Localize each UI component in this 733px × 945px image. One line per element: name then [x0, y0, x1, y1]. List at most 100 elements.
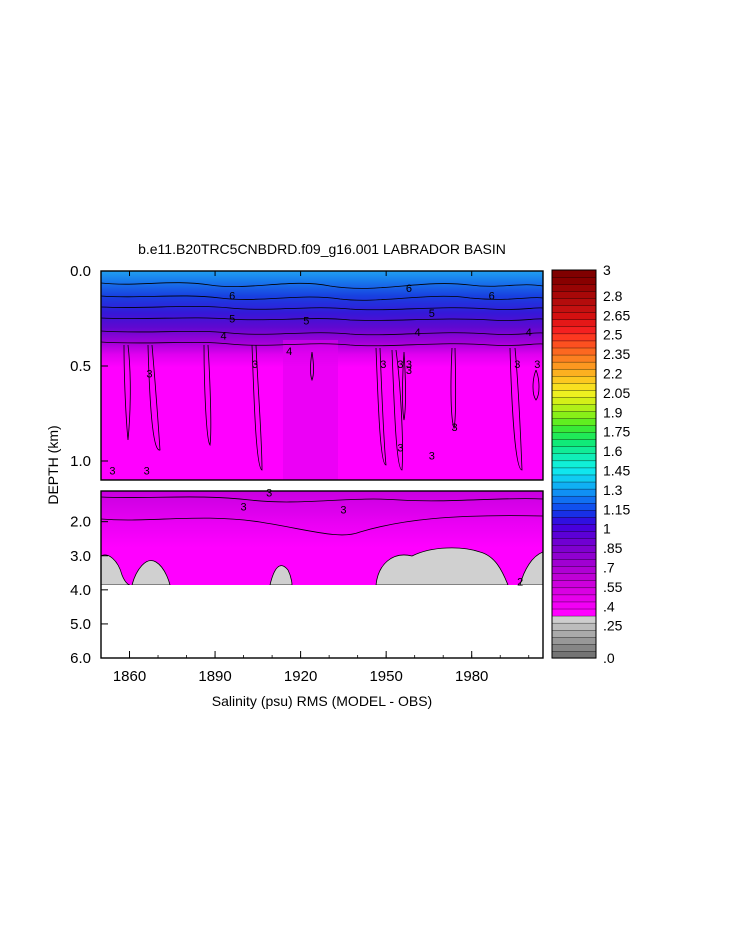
colorbar-cell: [551, 636, 597, 645]
colorbar-cell: [551, 537, 597, 546]
missing-data-region: [131, 560, 171, 585]
contour-label: 5: [429, 308, 435, 320]
colorbar-cell: [551, 530, 597, 539]
colorbar-cell: [551, 312, 597, 320]
colorbar-cell: [551, 460, 597, 469]
y-axis: 0.0 0.5 1.0 2.0 3.0 4.0 5.0 6.0: [70, 263, 108, 667]
y-tick-label: 1.0: [70, 453, 91, 470]
contour-label: 3: [266, 487, 272, 499]
colorbar-label: 2.05: [603, 385, 630, 401]
contour-label: 3: [406, 359, 412, 371]
y-tick-label: 0.5: [70, 358, 91, 375]
no-data-area: [102, 586, 542, 657]
colorbar-cell: [551, 446, 597, 454]
colorbar-label: 3: [603, 262, 611, 278]
missing-data-region: [519, 551, 543, 585]
colorbar-cell: [551, 622, 597, 631]
colorbar-cell: [551, 643, 597, 652]
y-tick-label: 2.0: [70, 514, 91, 531]
colorbar-cell: [551, 417, 597, 426]
x-axis: 1860 1890 1920 1950 1980: [113, 271, 530, 685]
colorbar-cell: [551, 432, 597, 440]
colorbar-label: 2.65: [603, 307, 630, 323]
upper-panel: [101, 271, 543, 480]
contour-label: 6: [229, 291, 235, 303]
colorbar-cell: [551, 509, 597, 518]
contour-label: 3: [144, 466, 150, 478]
colorbar-cell: [551, 523, 597, 532]
x-axis-label: Salinity (psu) RMS (MODEL - OBS): [212, 693, 432, 709]
colorbar-cell: [551, 425, 597, 433]
x-tick-label: 1950: [369, 668, 402, 685]
colorbar-label: 2.8: [603, 288, 623, 304]
y-tick-label: 6.0: [70, 650, 91, 667]
colorbar-cell: [551, 601, 597, 610]
contour-label: 3: [109, 466, 115, 478]
contour-label: 3: [340, 505, 346, 517]
colorbar-label: 1.6: [603, 443, 623, 459]
colorbar-cell: [551, 298, 597, 306]
colorbar-cell: [551, 439, 597, 447]
colorbar-frame: [551, 269, 597, 659]
colorbar-cell: [551, 340, 597, 349]
colorbar-label: 1.75: [603, 424, 630, 440]
contour-label: 4: [414, 327, 420, 339]
contour-label: 4: [286, 346, 292, 358]
contour-label: 3: [452, 422, 458, 434]
colorbar-cell: [551, 382, 597, 391]
colorbar-cell: [551, 319, 597, 328]
colorbar-label: 1.9: [603, 404, 623, 420]
lower-panel-frame: [100, 490, 544, 659]
colorbar-label: 1.45: [603, 462, 630, 478]
missing-data-region: [269, 565, 293, 585]
contour-label: 3: [534, 359, 540, 371]
colorbar-cell: [551, 580, 597, 589]
colorbar-label: 2.5: [603, 327, 623, 343]
contour-label: 3: [146, 369, 152, 381]
colorbar-cell: [551, 326, 597, 335]
colorbar-label: .55: [603, 579, 623, 595]
colorbar-cell: [551, 276, 597, 285]
contour-label: 3: [429, 450, 435, 462]
colorbar-cell: [551, 361, 597, 370]
contour-label: 4: [526, 327, 532, 339]
colorbar-cell: [551, 467, 597, 476]
colorbar-cell: [551, 403, 597, 412]
colorbar-cell: [551, 488, 597, 497]
x-tick-label: 1890: [198, 668, 231, 685]
contour-label: 3: [397, 359, 403, 371]
colorbar-cell: [551, 269, 597, 278]
contour-label: 3: [397, 443, 403, 455]
colorbar-cell: [551, 615, 597, 624]
colorbar-cell: [551, 283, 597, 292]
colorbar-cell: [551, 481, 597, 490]
colorbar-cell: [551, 552, 597, 560]
y-tick-label: 0.0: [70, 263, 91, 280]
contour-label: 3: [241, 501, 247, 513]
colorbar-cell: [551, 573, 597, 581]
colorbar-cell: [551, 559, 597, 567]
colorbar-labels: 3 2.8 2.65 2.5 2.35 2.2 2.05 1.9 1.75 1.6 1.45 1.3 1…: [603, 262, 630, 666]
colorbar-cell: [551, 516, 597, 525]
contour-label: 4: [221, 331, 227, 343]
colorbar-cell: [551, 587, 597, 596]
colorbar-cell: [551, 502, 597, 511]
y-tick-label: 5.0: [70, 616, 91, 633]
y-tick-label: 4.0: [70, 582, 91, 599]
colorbar-cell: [551, 594, 597, 603]
colorbar-cell: [551, 305, 597, 313]
chart-title: b.e11.B20TRC5CNBDRD.f09_g16.001 LABRADOR…: [138, 241, 506, 257]
upper-panel-frame: [100, 270, 544, 481]
colorbar-cell: [551, 474, 597, 483]
colorbar-label: .7: [603, 559, 615, 575]
lower-panel: [101, 491, 543, 585]
colorbar-cell: [551, 495, 597, 504]
y-axis-label: DEPTH (km): [45, 425, 61, 504]
colorbar-label: 2.35: [603, 346, 630, 362]
colorbar-cell: [551, 396, 597, 405]
colorbar-cell: [551, 368, 597, 377]
colorbar-label: 1: [603, 521, 611, 537]
missing-data-region: [375, 547, 509, 585]
contour-label: 5: [229, 314, 235, 326]
